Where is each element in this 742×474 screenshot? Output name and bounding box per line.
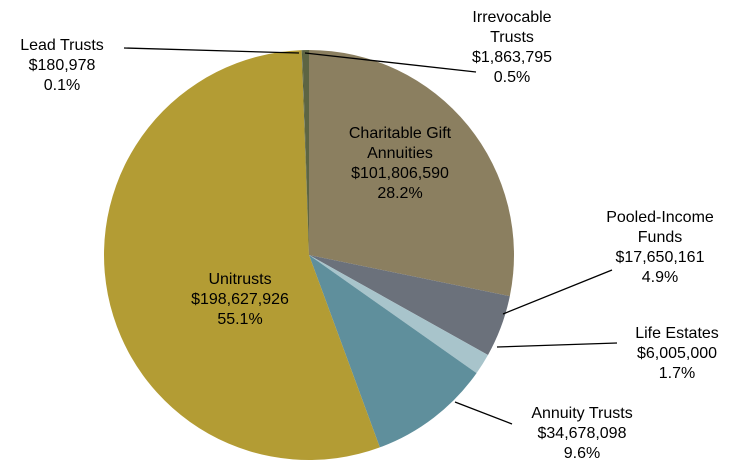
slice-label: Life Estates $6,005,000 1.7% — [597, 324, 742, 384]
percent-label: 1.7% — [658, 365, 696, 382]
category-name: Charitable Gift Annuities — [348, 125, 452, 162]
slice-label: Lead Trusts $180,978 0.1% — [0, 36, 137, 96]
percent-label: 0.1% — [43, 77, 81, 94]
value-label: $34,678,098 — [537, 425, 627, 442]
category-name: Annuity Trusts — [531, 405, 633, 422]
value-label: $1,863,795 — [471, 49, 553, 66]
percent-label: 9.6% — [563, 445, 601, 462]
pie-slice — [302, 50, 309, 255]
percent-label: 0.5% — [493, 69, 531, 86]
value-label: $6,005,000 — [636, 345, 718, 362]
pie-slice — [309, 50, 514, 297]
category-name: Irrevocable Trusts — [472, 9, 552, 46]
category-name: Life Estates — [635, 325, 719, 342]
category-name: Pooled-Income Funds — [606, 209, 714, 246]
pie-slice — [309, 255, 510, 355]
pie-slice — [301, 50, 309, 255]
pie-slice — [104, 50, 380, 460]
slice-label: Pooled-Income Funds $17,650,161 4.9% — [580, 208, 740, 288]
slice-label: Charitable Gift Annuities $101,806,590 28.… — [305, 124, 495, 204]
percent-label: 55.1% — [217, 311, 263, 328]
value-label: $101,806,590 — [351, 165, 449, 182]
pie-slice — [309, 255, 488, 374]
leader-line — [502, 269, 613, 315]
leader-line — [496, 342, 618, 348]
percent-label: 4.9% — [641, 269, 679, 286]
category-name: Unitrusts — [208, 271, 272, 288]
slice-label: Irrevocable Trusts $1,863,795 0.5% — [445, 8, 580, 88]
leader-line — [304, 52, 477, 73]
pie-slice — [309, 255, 477, 448]
slice-label: Unitrusts $198,627,926 55.1% — [150, 270, 330, 330]
slice-label: Annuity Trusts $34,678,098 9.6% — [492, 404, 672, 464]
value-label: $180,978 — [28, 57, 96, 74]
leader-line — [123, 47, 300, 54]
value-label: $17,650,161 — [615, 249, 705, 266]
value-label: $198,627,926 — [191, 291, 289, 308]
leader-line — [454, 401, 513, 425]
category-name: Lead Trusts — [20, 37, 104, 54]
percent-label: 28.2% — [377, 185, 423, 202]
